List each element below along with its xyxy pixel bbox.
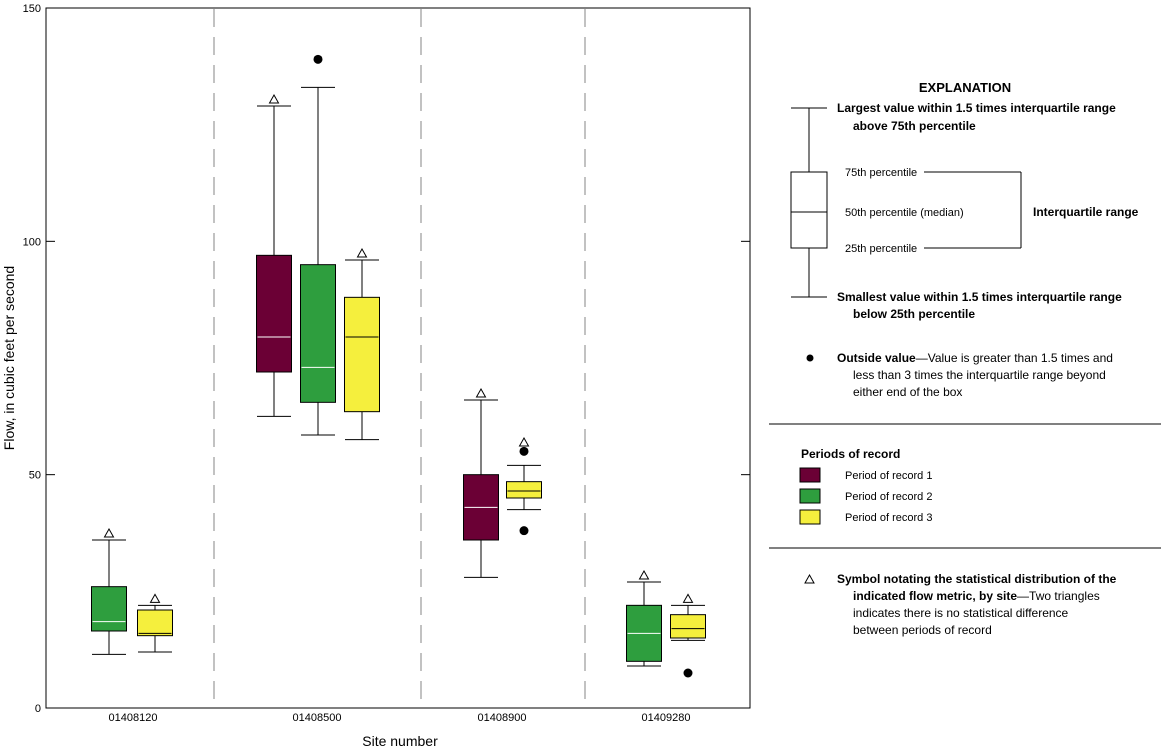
iqr-box <box>91 586 127 632</box>
outlier-point <box>683 668 693 678</box>
legend-period-3: Period of record 3 <box>845 512 932 524</box>
legend-symbol-rest2: —Two triangles <box>1017 589 1100 603</box>
legend-outside-line1: Outside value—Value is greater than 1.5 … <box>837 351 1113 365</box>
legend-p25: 25th percentile <box>845 243 917 255</box>
legend-period-2: Period of record 2 <box>845 491 932 503</box>
box-01408500-period-2 <box>300 54 336 436</box>
legend-symbol-bold2: indicated flow metric, by site <box>853 589 1017 603</box>
legend-outside-rest: —Value is greater than 1.5 times and <box>916 351 1113 365</box>
triangle-icon <box>638 569 650 580</box>
triangle-icon <box>356 247 368 258</box>
box-01409280-period-3 <box>670 593 706 678</box>
legend-box <box>790 171 828 249</box>
x-axis: 01408120 01408500 01408900 01409280 <box>109 712 691 724</box>
iqr-box <box>137 609 173 637</box>
triangle-icon <box>103 527 115 538</box>
plot-frame <box>45 7 751 709</box>
legend-periods-title: Periods of record <box>801 447 900 461</box>
legend-p50: 50th percentile (median) <box>845 207 964 219</box>
x-tick-label: 01408500 <box>293 712 342 724</box>
y-tick-label: 150 <box>23 3 41 15</box>
legend-outside-line2: less than 3 times the interquartile rang… <box>853 368 1106 382</box>
box-01408900-period-3 <box>506 436 542 536</box>
legend-symbol-line2: indicated flow metric, by site—Two trian… <box>853 589 1100 603</box>
y-axis-title: Flow, in cubic feet per second <box>1 266 17 450</box>
box-01408500-period-3 <box>344 247 380 441</box>
legend-symbol-line4: between periods of record <box>853 623 992 637</box>
y-tick-label: 50 <box>29 470 41 482</box>
site-separators <box>213 9 586 707</box>
box-01408900-period-1 <box>463 387 499 578</box>
x-tick-label: 01409280 <box>642 712 691 724</box>
triangle-icon <box>475 387 487 398</box>
x-tick-label: 01408900 <box>478 712 527 724</box>
box-01408500-period-1 <box>256 93 292 417</box>
iqr-box <box>344 296 380 413</box>
legend-outside-dot <box>806 354 814 362</box>
y-tick-label: 0 <box>35 703 41 715</box>
legend-smallest-line2: below 25th percentile <box>853 307 975 321</box>
iqr-box <box>670 614 706 639</box>
legend-swatch-period-1 <box>799 467 821 483</box>
outlier-point <box>519 526 529 536</box>
legend-outside-bold: Outside value <box>837 351 916 365</box>
x-tick-label: 01408120 <box>109 712 158 724</box>
legend-largest-line2: above 75th percentile <box>853 119 976 133</box>
box-01409280-period-2 <box>626 569 662 667</box>
legend-symbol-line1: Symbol notating the statistical distribu… <box>837 572 1117 586</box>
y-axis: 0 50 100 150 <box>23 3 750 715</box>
box-01408120-period-2 <box>91 527 127 655</box>
x-axis-title: Site number <box>362 733 438 749</box>
triangle-icon <box>518 436 530 447</box>
iqr-box <box>256 254 292 373</box>
legend-symbol-line3: indicates there is no statistical differ… <box>853 606 1069 620</box>
explanation-title: EXPLANATION <box>919 80 1011 95</box>
triangle-icon <box>682 593 694 603</box>
legend-period-1: Period of record 1 <box>845 470 932 482</box>
triangle-icon <box>149 593 161 603</box>
outlier-point <box>313 54 323 64</box>
box-plots <box>91 54 706 678</box>
y-tick-label: 100 <box>23 236 41 248</box>
triangle-icon <box>268 93 280 104</box>
legend-swatch-period-3 <box>799 509 821 525</box>
legend-p75: 75th percentile <box>845 167 917 179</box>
legend-triangle-icon <box>804 573 815 584</box>
explanation: EXPLANATION Largest value within 1.5 tim… <box>769 80 1161 637</box>
iqr-box <box>300 264 336 403</box>
iqr-box <box>506 481 542 499</box>
legend-swatch-period-2 <box>799 488 821 504</box>
outlier-point <box>519 446 529 456</box>
legend-outside-line3: either end of the box <box>853 385 962 399</box>
legend-iqr: Interquartile range <box>1033 205 1139 219</box>
box-01408120-period-3 <box>137 593 173 653</box>
legend-largest-line1: Largest value within 1.5 times interquar… <box>837 101 1116 115</box>
legend-smallest-line1: Smallest value within 1.5 times interqua… <box>837 290 1122 304</box>
